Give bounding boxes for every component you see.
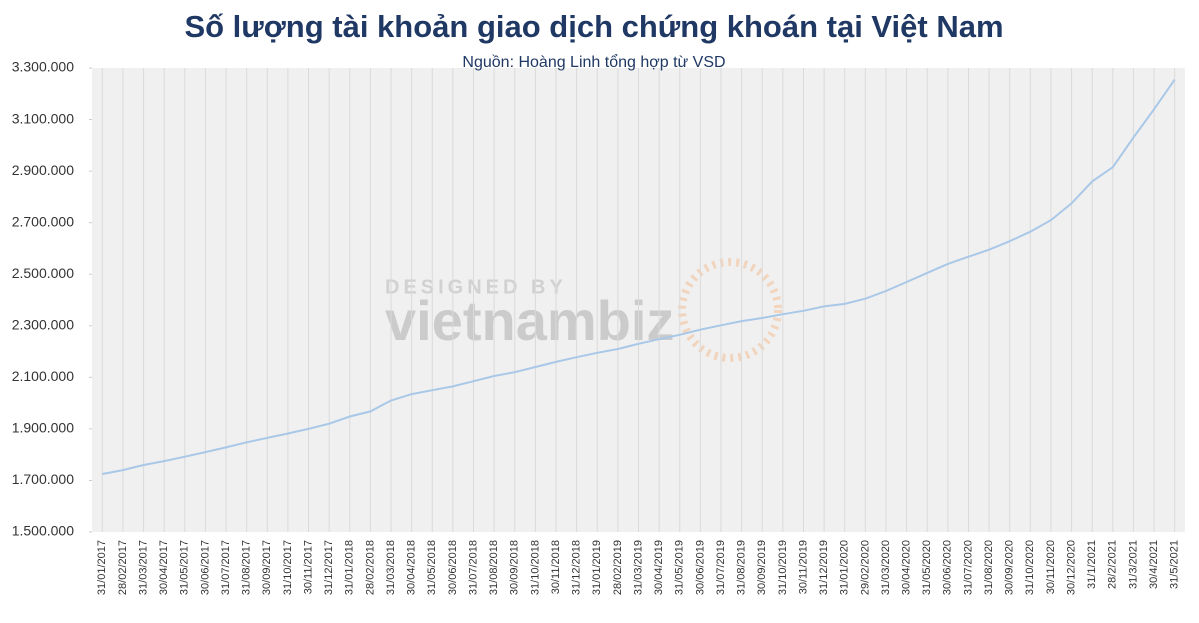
x-tick-label: 30/06/2017: [199, 540, 211, 595]
x-tick-label: 28/02/2018: [364, 540, 376, 595]
x-tick-label: 31/03/2019: [632, 540, 644, 595]
x-tick-label: 30/09/2019: [756, 540, 768, 595]
x-tick-label: 31/10/2020: [1024, 540, 1036, 595]
x-tick-label: 31/01/2020: [839, 540, 851, 595]
watermark-logo: [678, 258, 782, 362]
y-tick-label: 1.700.000: [12, 471, 74, 487]
x-tick-label: 31/5/2021: [1169, 540, 1181, 589]
x-tick-label: 30/11/2020: [1045, 540, 1057, 594]
x-tick-label: 30/11/2019: [797, 540, 809, 594]
x-tick-label: 31/01/2018: [344, 540, 356, 595]
x-tick-label: 31/01/2017: [96, 540, 108, 595]
x-tick-label: 31/08/2020: [983, 540, 995, 595]
x-tick-label: 30/12/2020: [1065, 540, 1077, 595]
x-tick-label: 31/07/2019: [715, 540, 727, 595]
x-tick-label: 31/3/2021: [1127, 540, 1139, 589]
x-tick-label: 31/08/2017: [241, 540, 253, 595]
y-tick-label: 2.500.000: [12, 265, 74, 281]
x-tick-label: 30/11/2018: [550, 540, 562, 594]
x-tick-label: 31/03/2020: [880, 540, 892, 595]
x-tick-label: 31/08/2019: [736, 540, 748, 595]
x-tick-label: 30/04/2019: [653, 540, 665, 595]
x-tick-label: 30/4/2021: [1148, 540, 1160, 589]
y-tick-label: 1.500.000: [12, 523, 74, 539]
x-tick-label: 31/05/2018: [426, 540, 438, 595]
x-tick-label: 28/2/2021: [1107, 540, 1119, 589]
x-tick-label: 31/08/2018: [488, 540, 500, 595]
y-tick-label: 3.100.000: [12, 110, 74, 126]
y-tick-label: 3.300.000: [12, 59, 74, 75]
x-tick-label: 31/12/2017: [323, 540, 335, 595]
x-tick-label: 29/02/2020: [859, 540, 871, 595]
y-tick-label: 2.700.000: [12, 213, 74, 229]
x-tick-label: 30/06/2020: [942, 540, 954, 595]
x-tick-label: 31/03/2017: [137, 540, 149, 595]
x-tick-label: 31/1/2021: [1086, 540, 1098, 589]
chart-subtitle: Nguồn: Hoàng Linh tổng hợp từ VSD: [462, 53, 725, 71]
x-tick-label: 31/12/2018: [571, 540, 583, 595]
y-tick-label: 1.900.000: [12, 420, 74, 436]
y-tick-label: 2.900.000: [12, 162, 74, 178]
watermark-brand: vietnambiz: [385, 289, 674, 352]
x-tick-label: 30/06/2018: [447, 540, 459, 595]
x-tick-label: 30/04/2018: [406, 540, 418, 595]
x-tick-label: 31/05/2020: [921, 540, 933, 595]
x-tick-label: 31/03/2018: [385, 540, 397, 595]
x-tick-label: 30/09/2020: [1004, 540, 1016, 595]
x-tick-label: 30/06/2019: [694, 540, 706, 595]
x-tick-label: 30/11/2017: [302, 540, 314, 594]
x-tick-label: 31/07/2020: [962, 540, 974, 595]
y-tick-label: 2.300.000: [12, 316, 74, 332]
x-tick-label: 30/09/2017: [261, 540, 273, 595]
x-tick-label: 30/04/2017: [158, 540, 170, 595]
x-tick-label: 31/10/2018: [529, 540, 541, 595]
x-tick-label: 30/09/2018: [509, 540, 521, 595]
x-tick-label: 31/05/2019: [674, 540, 686, 595]
y-tick-label: 2.100.000: [12, 368, 74, 384]
x-tick-label: 28/02/2019: [612, 540, 624, 595]
x-tick-label: 31/10/2019: [777, 540, 789, 595]
x-tick-label: 31/12/2019: [818, 540, 830, 595]
x-tick-label: 28/02/2017: [117, 540, 129, 595]
x-tick-label: 31/05/2017: [179, 540, 191, 595]
data-line: [102, 79, 1176, 475]
x-tick-label: 30/04/2020: [901, 540, 913, 595]
x-tick-label: 31/01/2019: [591, 540, 603, 595]
x-tick-label: 31/07/2018: [467, 540, 479, 595]
x-tick-label: 31/07/2017: [220, 540, 232, 595]
chart-title: Số lượng tài khoản giao dịch chứng khoán…: [184, 9, 1003, 44]
x-tick-label: 31/10/2017: [282, 540, 294, 595]
